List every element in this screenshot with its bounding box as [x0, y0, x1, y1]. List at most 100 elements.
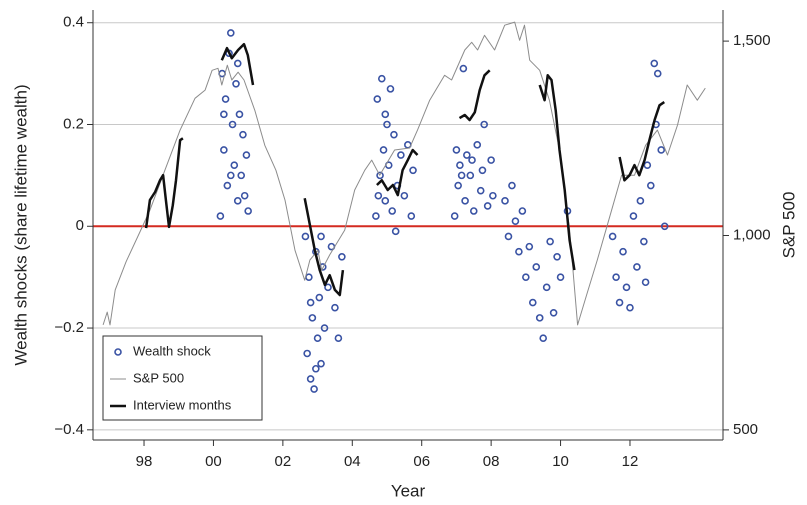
legend-label: Wealth shock — [133, 343, 211, 358]
wealth-shock-point — [546, 237, 554, 246]
wealth-shock-point — [239, 130, 247, 139]
y-tick-label: 0.2 — [63, 115, 84, 132]
y2-tick-label: 500 — [733, 421, 758, 438]
wealth-shock-point — [312, 364, 320, 373]
wealth-shock-point — [324, 283, 332, 292]
wealth-shock-point — [409, 166, 417, 175]
wealth-shock-point — [641, 278, 650, 287]
legend-label: Interview months — [133, 397, 232, 412]
wealth-shock-point — [473, 141, 482, 149]
wealth-shock-point — [653, 69, 662, 78]
wealth-shock-point — [220, 110, 228, 119]
wealth-shock-point — [511, 217, 520, 225]
wealth-shock-point — [334, 334, 343, 343]
wealth-shock-point — [480, 120, 488, 129]
wealth-shock-point — [230, 161, 239, 170]
wealth-shock-point — [501, 197, 509, 205]
wealth-shock-point — [466, 171, 475, 180]
wealth-shock-point — [383, 120, 391, 129]
wealth-shock-point — [459, 64, 468, 73]
wealth-shock-point — [237, 171, 246, 180]
wealth-shock-point — [483, 202, 492, 210]
wealth-shock-point — [303, 349, 311, 358]
x-tick-label: 02 — [275, 453, 292, 470]
x-tick-label: 00 — [205, 453, 222, 470]
wealth-shock-point — [372, 212, 380, 220]
wealth-shock-point — [633, 263, 641, 271]
y-tick-label: −0.4 — [54, 421, 84, 438]
y2-axis-title: S&P 500 — [779, 192, 798, 259]
wealth-shock-point — [381, 197, 390, 205]
scatter-series — [216, 29, 669, 393]
wealth-shock-point — [397, 151, 405, 159]
wealth-shock-point — [457, 171, 466, 180]
wealth-shock-point — [228, 120, 237, 129]
wealth-shock-point — [232, 79, 240, 88]
wealth-shock-point — [640, 237, 648, 246]
wealth-shock-point — [643, 161, 652, 170]
wealth-shock-point — [313, 334, 322, 343]
x-tick-label: 10 — [552, 453, 569, 470]
wealth-shock-point — [515, 247, 523, 256]
wealth-shock-point — [469, 207, 478, 215]
wealth-shock-point — [317, 359, 325, 368]
wealth-shock-point — [629, 212, 638, 220]
wealth-shock-point — [338, 253, 346, 261]
y-tick-label: 0 — [76, 217, 84, 234]
wealth-shock-point — [542, 283, 551, 292]
wealth-shock-point — [468, 156, 476, 164]
wealth-shock-point — [376, 171, 384, 180]
wealth-shock-point — [407, 212, 416, 220]
wealth-shock-point — [535, 314, 544, 322]
legend-label: S&P 500 — [133, 370, 184, 385]
wealth-shock-point — [221, 95, 230, 103]
y-axis-title: Wealth shocks (share lifetime wealth) — [11, 84, 30, 365]
wealth-shock-point — [220, 146, 228, 154]
wealth-shock-point — [216, 212, 225, 220]
wealth-shock-point — [608, 232, 617, 241]
wealth-shock-point — [240, 191, 249, 200]
wealth-shock-point — [391, 227, 400, 236]
wealth-shock-point — [301, 232, 310, 241]
wealth-shock-point — [233, 197, 242, 205]
wealth-shock-point — [317, 232, 325, 241]
x-tick-label: 12 — [622, 453, 639, 470]
y2-tick-label: 1,500 — [733, 32, 771, 49]
x-axis-title: Year — [391, 481, 426, 500]
wealth-shock-point — [227, 171, 235, 180]
y-tick-label: 0.4 — [63, 14, 84, 31]
wealth-shock-point — [381, 110, 390, 119]
wealth-shock-point — [454, 181, 462, 190]
wealth-shock-point — [532, 263, 541, 271]
wealth-shock-point — [660, 222, 669, 231]
wealth-shock-point — [518, 207, 527, 215]
wealth-shock-point — [525, 242, 534, 251]
wealth-shock-point — [556, 273, 565, 281]
wealth-shock-point — [487, 156, 495, 164]
y-tick-label: −0.2 — [54, 319, 84, 336]
legend: Wealth shock S&P 500 Interview months — [102, 335, 263, 421]
wealth-shock-point — [612, 273, 620, 281]
wealth-shock-point — [622, 283, 631, 292]
wealth-shock-point — [223, 181, 232, 190]
wealth-shock-point — [310, 385, 318, 393]
wealth-shock-point — [388, 207, 397, 215]
x-tick-label: 98 — [136, 453, 153, 470]
y2-tick-label: 1,000 — [733, 226, 771, 243]
wealth-shock-point — [386, 85, 395, 93]
wealth-shock-point — [615, 298, 624, 307]
wealth-shock-point — [539, 334, 547, 343]
wealth-shock-point — [233, 59, 242, 68]
wealth-shock-point — [379, 146, 388, 154]
wealth-shock-point — [308, 314, 317, 322]
wealth-shock-point — [244, 207, 252, 215]
wealth-shock-point — [456, 161, 464, 170]
x-tick-label: 04 — [344, 453, 361, 470]
wealth-shock-point — [235, 110, 244, 119]
interview-line — [144, 42, 665, 297]
wealth-shock-point — [377, 74, 386, 83]
wealth-shock-point — [489, 191, 497, 200]
wealth-shock-point — [450, 212, 459, 220]
wealth-shock-point — [306, 375, 315, 383]
